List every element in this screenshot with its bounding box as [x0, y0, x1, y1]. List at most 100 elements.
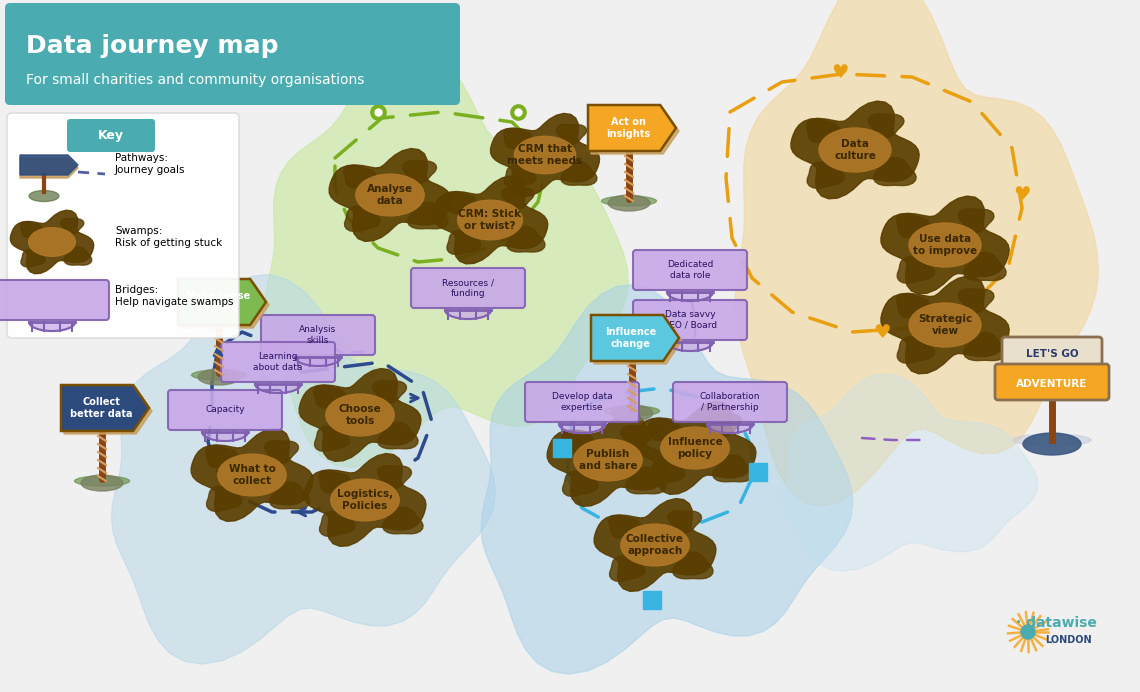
- Text: Influence
policy: Influence policy: [668, 437, 723, 459]
- Polygon shape: [626, 467, 666, 494]
- Polygon shape: [319, 471, 350, 493]
- FancyBboxPatch shape: [67, 119, 155, 152]
- Polygon shape: [192, 428, 314, 521]
- Polygon shape: [264, 46, 628, 468]
- Polygon shape: [408, 202, 448, 229]
- Polygon shape: [432, 176, 547, 264]
- FancyBboxPatch shape: [412, 268, 526, 308]
- Polygon shape: [504, 129, 531, 149]
- Polygon shape: [344, 165, 375, 188]
- Polygon shape: [806, 119, 839, 143]
- Polygon shape: [783, 374, 1037, 571]
- Polygon shape: [588, 105, 676, 151]
- Ellipse shape: [909, 303, 982, 347]
- Polygon shape: [10, 210, 93, 274]
- Polygon shape: [668, 511, 701, 534]
- Polygon shape: [62, 385, 149, 431]
- Ellipse shape: [331, 479, 399, 521]
- Polygon shape: [447, 192, 477, 213]
- Text: CRM: Stick
or twist?: CRM: Stick or twist?: [458, 209, 522, 231]
- Ellipse shape: [604, 406, 660, 416]
- Circle shape: [1021, 625, 1035, 639]
- Polygon shape: [873, 157, 917, 185]
- Ellipse shape: [573, 439, 642, 481]
- Text: Swamps:
Risk of getting stuck: Swamps: Risk of getting stuck: [115, 226, 222, 248]
- Polygon shape: [206, 486, 242, 511]
- Polygon shape: [377, 422, 418, 449]
- Polygon shape: [304, 453, 426, 547]
- Ellipse shape: [457, 200, 522, 240]
- Polygon shape: [594, 318, 682, 364]
- Text: Key: Key: [98, 129, 124, 143]
- Polygon shape: [402, 161, 437, 183]
- Polygon shape: [610, 556, 645, 581]
- Polygon shape: [896, 294, 929, 318]
- Polygon shape: [60, 219, 84, 234]
- Bar: [749, 463, 767, 481]
- Text: Collect
better data: Collect better data: [70, 397, 132, 419]
- Polygon shape: [481, 284, 853, 674]
- Ellipse shape: [326, 394, 394, 436]
- Ellipse shape: [1013, 434, 1091, 446]
- Bar: [643, 591, 661, 609]
- Text: Collaboration
/ Partnership: Collaboration / Partnership: [700, 392, 760, 412]
- Polygon shape: [673, 552, 714, 579]
- Text: Resources /
funding: Resources / funding: [442, 278, 494, 298]
- Polygon shape: [562, 471, 598, 496]
- Text: Analyse
data: Analyse data: [367, 184, 413, 206]
- Ellipse shape: [192, 370, 246, 380]
- Polygon shape: [319, 511, 355, 536]
- FancyBboxPatch shape: [168, 390, 282, 430]
- Ellipse shape: [514, 136, 576, 174]
- Text: LONDON: LONDON: [1044, 635, 1091, 645]
- Polygon shape: [112, 275, 496, 664]
- FancyBboxPatch shape: [633, 300, 747, 340]
- Text: Choose
tools: Choose tools: [339, 404, 382, 426]
- Text: For small charities and community organisations: For small charities and community organi…: [26, 73, 365, 87]
- Text: Publish
and share: Publish and share: [579, 449, 637, 471]
- Text: Analysis
skills: Analysis skills: [300, 325, 336, 345]
- Polygon shape: [881, 196, 1009, 294]
- Polygon shape: [963, 332, 1007, 361]
- Ellipse shape: [28, 228, 75, 256]
- Ellipse shape: [198, 369, 241, 385]
- Text: Influence
change: Influence change: [605, 327, 657, 349]
- Ellipse shape: [356, 174, 424, 216]
- Text: · datawise: · datawise: [1016, 616, 1097, 630]
- Polygon shape: [897, 337, 935, 363]
- Ellipse shape: [81, 475, 123, 491]
- Ellipse shape: [602, 196, 657, 206]
- FancyBboxPatch shape: [633, 250, 747, 290]
- Ellipse shape: [218, 454, 286, 496]
- Polygon shape: [506, 226, 545, 252]
- FancyBboxPatch shape: [526, 382, 640, 422]
- Ellipse shape: [1023, 433, 1081, 455]
- Polygon shape: [315, 426, 350, 451]
- FancyBboxPatch shape: [1002, 337, 1102, 371]
- FancyBboxPatch shape: [5, 3, 461, 105]
- Text: Data journey map: Data journey map: [26, 34, 278, 58]
- Polygon shape: [269, 482, 310, 509]
- Polygon shape: [490, 113, 600, 197]
- Polygon shape: [958, 289, 994, 313]
- Text: ♥: ♥: [1013, 185, 1031, 205]
- Text: Strategic
view: Strategic view: [918, 314, 972, 336]
- Ellipse shape: [28, 190, 59, 201]
- FancyBboxPatch shape: [0, 280, 109, 320]
- Polygon shape: [712, 455, 754, 482]
- Polygon shape: [178, 279, 266, 325]
- Polygon shape: [206, 446, 237, 468]
- Polygon shape: [650, 459, 685, 484]
- Polygon shape: [594, 498, 716, 592]
- Text: Capacity: Capacity: [205, 406, 245, 415]
- Ellipse shape: [909, 223, 982, 267]
- Polygon shape: [896, 214, 929, 237]
- Polygon shape: [373, 381, 407, 403]
- Polygon shape: [591, 108, 679, 154]
- Text: Learning
about data: Learning about data: [253, 352, 303, 372]
- Ellipse shape: [611, 405, 653, 421]
- Polygon shape: [958, 209, 994, 233]
- Polygon shape: [21, 250, 46, 267]
- Polygon shape: [264, 441, 299, 464]
- Polygon shape: [963, 253, 1007, 280]
